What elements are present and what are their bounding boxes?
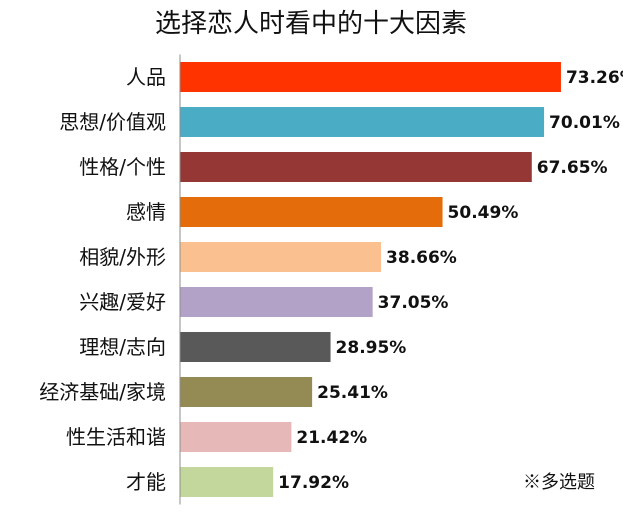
value-label-0: 73.26% [566,68,623,88]
category-label-8: 性生活和谐 [66,425,166,449]
category-label-6: 理想/志向 [79,335,166,359]
category-label-9: 才能 [126,470,166,494]
bar-1 [180,107,545,137]
value-label-8: 21.42% [296,428,367,448]
value-label-2: 67.65% [537,158,608,178]
category-label-7: 经济基础/家境 [39,380,166,404]
bars-layer: 人品 73.26% 思想/价值观 70.01% 性格/个性 67.65% 感情 50.49% 相… [39,62,623,497]
bar-2 [180,152,532,182]
multiple-choice-note: ※多选题 [523,472,595,493]
bar-6 [180,332,331,362]
bar-7 [180,377,313,407]
category-label-1: 思想/价值观 [59,110,166,134]
value-label-4: 38.66% [386,248,457,268]
value-label-7: 25.41% [317,383,388,403]
bar-3 [180,197,443,227]
value-label-5: 37.05% [378,293,449,313]
bar-9 [180,467,274,497]
bar-4 [180,242,382,272]
bar-0 [180,62,561,92]
bar-8 [180,422,292,452]
value-label-9: 17.92% [278,473,349,493]
bar-5 [180,287,373,317]
category-label-3: 感情 [126,200,166,224]
value-label-3: 50.49% [448,203,519,223]
chart-title: 选择恋人时看中的十大因素 [155,9,467,39]
category-label-0: 人品 [126,65,166,89]
category-label-5: 兴趣/爱好 [79,290,166,314]
category-label-2: 性格/个性 [79,155,166,179]
value-label-6: 28.95% [336,338,407,358]
category-label-4: 相貌/外形 [79,245,166,269]
value-label-1: 70.01% [549,113,620,133]
